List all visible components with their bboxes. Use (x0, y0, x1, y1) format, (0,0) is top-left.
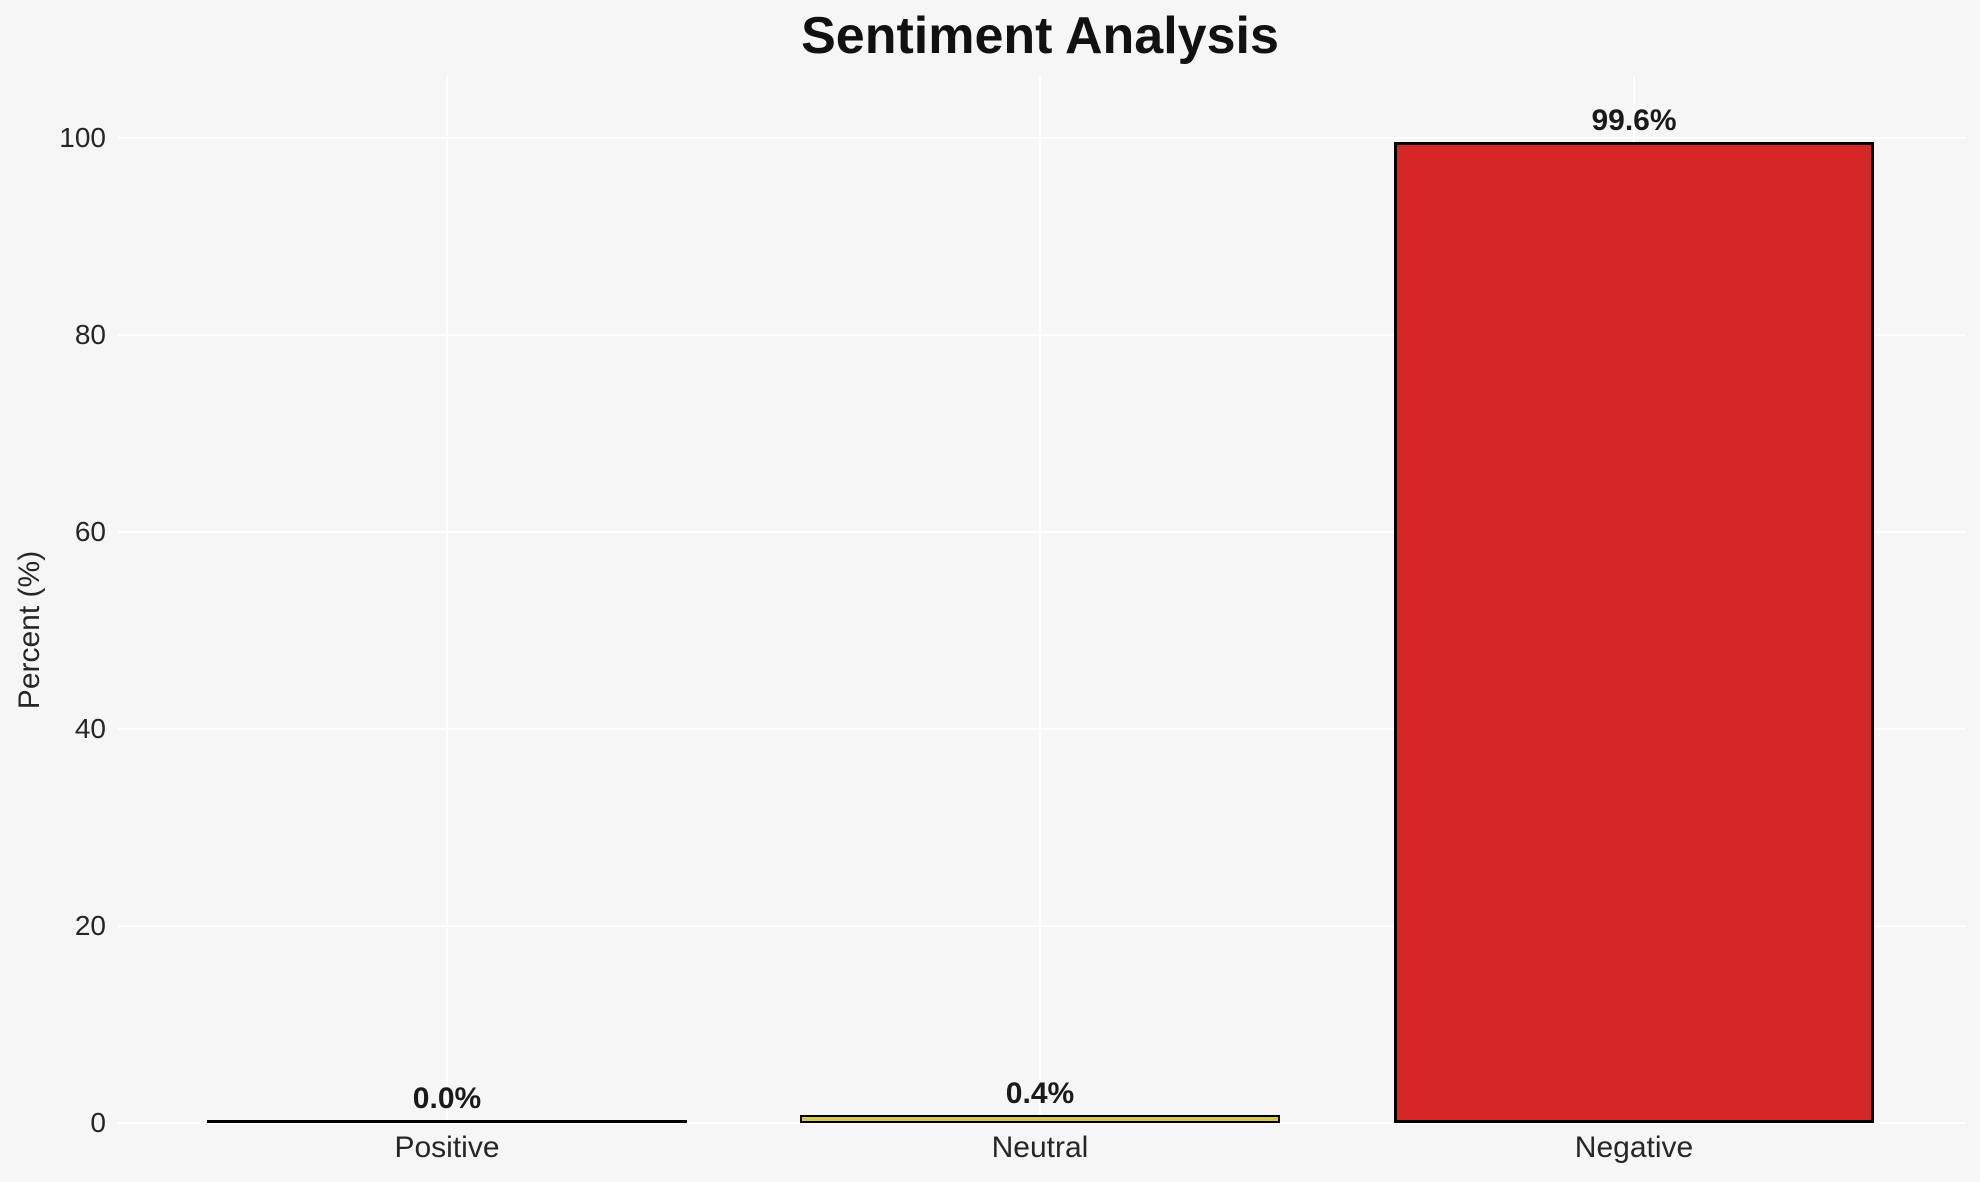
bar-neutral (800, 1115, 1280, 1123)
gridline-horizontal (118, 925, 1966, 927)
value-label: 99.6% (1591, 104, 1677, 137)
y-tick-label: 60 (74, 516, 106, 547)
gridline-vertical (446, 75, 448, 1123)
value-label: 0.0% (412, 1082, 482, 1115)
gridline-horizontal (118, 1122, 1966, 1124)
y-tick-label: 100 (59, 122, 106, 153)
gridline-vertical (1039, 75, 1041, 1123)
x-tick-label: Negative (1574, 1131, 1694, 1164)
bar-positive (207, 1120, 687, 1123)
bar-negative (1394, 142, 1874, 1123)
gridline-horizontal (118, 728, 1966, 730)
y-axis-label: Percent (%) (13, 550, 46, 710)
y-tick-label: 40 (74, 713, 106, 744)
plot-area (118, 75, 1966, 1124)
gridline-horizontal (118, 334, 1966, 336)
y-tick-label: 80 (74, 319, 106, 350)
value-label: 0.4% (1005, 1077, 1075, 1110)
y-tick-label: 0 (90, 1107, 106, 1138)
chart-title: Sentiment Analysis (801, 7, 1279, 65)
gridline-horizontal (118, 531, 1966, 533)
x-tick-label: Positive (394, 1131, 500, 1164)
gridline-horizontal (118, 137, 1966, 139)
x-tick-label: Neutral (991, 1131, 1089, 1164)
y-tick-label: 20 (74, 910, 106, 941)
